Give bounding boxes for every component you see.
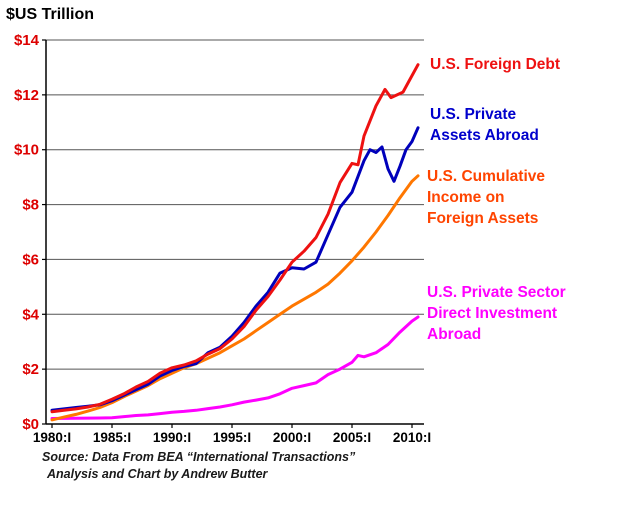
series-line-3 [50,315,420,420]
x-tick-label-2005:I: 2005:I [333,430,371,445]
legend-us-foreign-debt: U.S. Foreign Debt [430,56,561,73]
y-tick-label-$8: $8 [22,197,39,214]
x-tick-label-1990:I: 1990:I [153,430,191,445]
y-axis-title: $US Trillion [6,6,95,23]
y-tick-label-$12: $12 [14,87,39,104]
source-line-2: Analysis and Chart by Andrew Butter [47,467,268,481]
legend-us-cumulative-income: U.S. Cumulative Income on Foreign Assets [427,168,545,227]
x-tick-label-1980:I: 1980:I [33,430,71,445]
y-tick-label-$0: $0 [22,416,39,433]
y-tick-label-$10: $10 [14,142,39,159]
series-line-2 [50,174,420,422]
x-tick-label-2000:I: 2000:I [273,430,311,445]
x-tick-label-1995:I: 1995:I [213,430,251,445]
series-line-1 [50,126,420,412]
y-tick-label-$4: $4 [22,306,39,323]
x-tick-label-2010:I: 2010:I [393,430,431,445]
legend-us-private-assets-abroad: U.S. Private Assets Abroad [430,106,539,144]
x-tick-label-1985:I: 1985:I [93,430,131,445]
y-tick-label-$2: $2 [22,361,39,378]
source-note: Source: Data From BEA “International Tra… [42,449,355,483]
y-tick-label-$6: $6 [22,251,39,268]
source-line-1: Source: Data From BEA “International Tra… [42,450,356,464]
legend-us-private-direct-investment: U.S. Private Sector Direct Investment Ab… [427,284,566,343]
y-tick-label-$14: $14 [14,32,40,49]
series-line-0 [50,63,420,414]
